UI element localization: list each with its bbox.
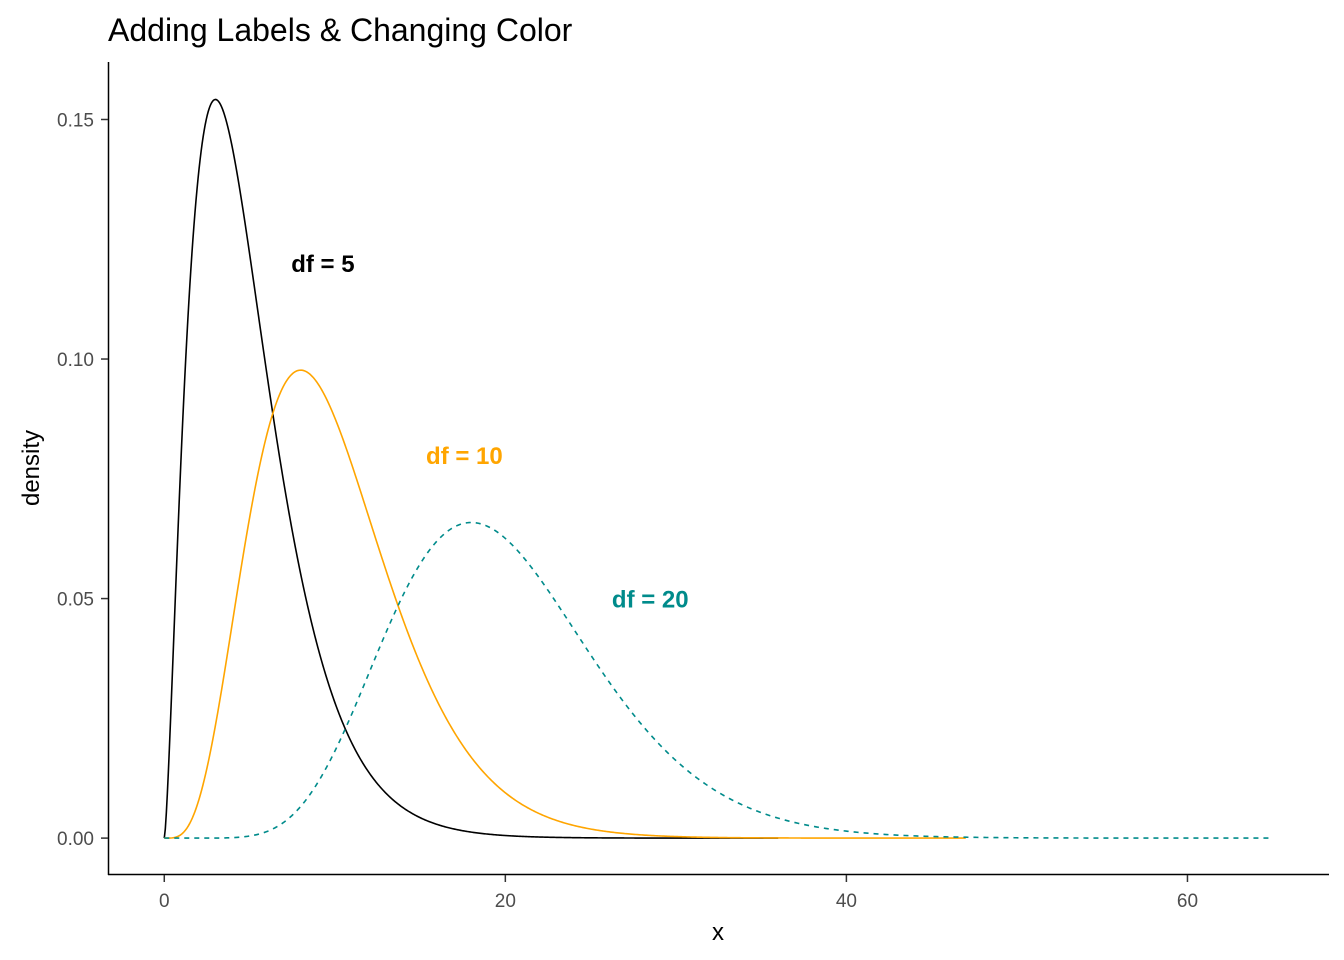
y-axis-title: density <box>18 430 45 506</box>
y-tick-label: 0.00 <box>57 829 94 850</box>
chart-title: Adding Labels & Changing Color <box>108 12 573 48</box>
x-axis-ticks: 0 20 40 60 <box>159 875 1198 912</box>
x-tick-label: 40 <box>836 891 857 912</box>
x-tick-label: 60 <box>1177 891 1198 912</box>
annotation-label: df = 5 <box>291 251 354 278</box>
y-tick-label: 0.05 <box>57 590 94 611</box>
annotation-label: df = 20 <box>612 587 689 614</box>
y-tick-label: 0.10 <box>57 350 94 371</box>
y-tick-label: 0.15 <box>57 110 94 131</box>
plot-area <box>163 98 1273 839</box>
series-line-df-10 <box>164 369 966 839</box>
x-axis-title: x <box>712 919 724 946</box>
y-axis-ticks: 0.00 0.05 0.10 0.15 <box>57 110 108 850</box>
x-tick-label: 0 <box>159 891 170 912</box>
series-line-df-5 <box>163 98 779 839</box>
annotations: df = 5 df = 10 df = 20 <box>291 251 688 613</box>
series-line-df-20 <box>164 521 1273 839</box>
annotation-label: df = 10 <box>426 443 503 470</box>
x-tick-label: 20 <box>495 891 516 912</box>
